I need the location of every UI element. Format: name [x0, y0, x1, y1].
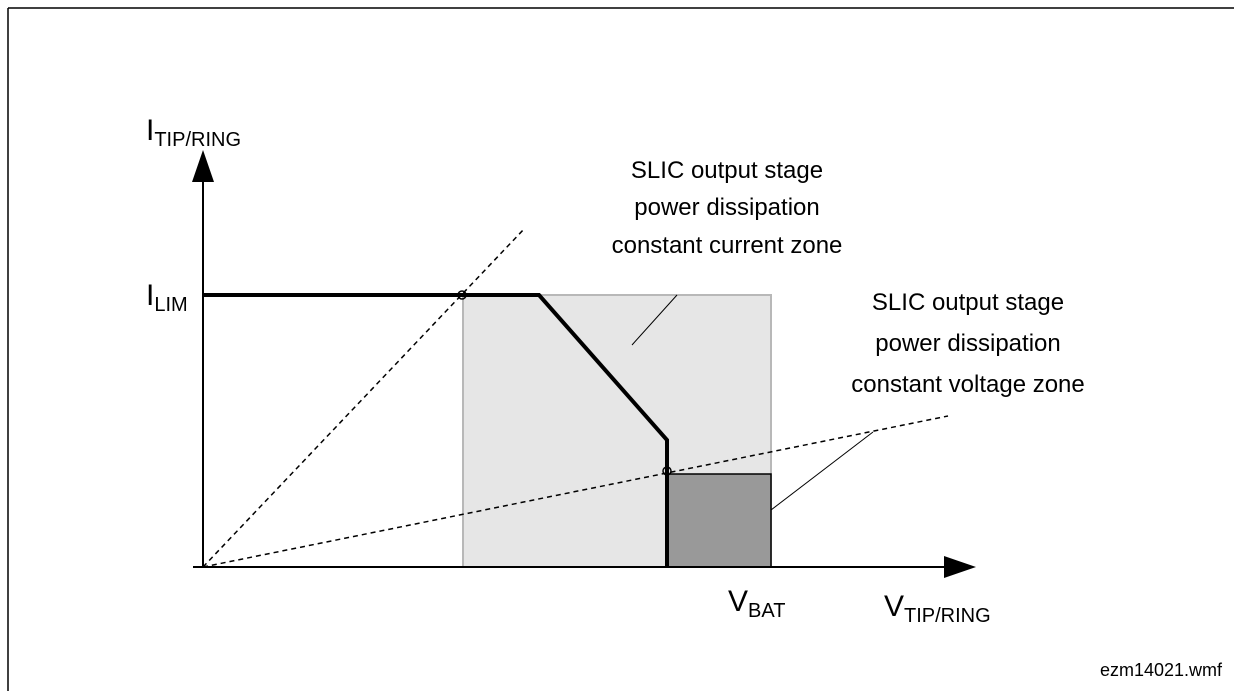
label-sub: TIP/RING: [154, 129, 241, 151]
battery-voltage-label: VBAT: [728, 585, 785, 622]
x-axis-label: VTIP/RING: [884, 590, 991, 627]
label-main: V: [728, 585, 748, 618]
intersection-point: [662, 466, 672, 476]
leader-line: [631, 294, 678, 346]
voltage-zone: [666, 473, 772, 568]
label-sub: BAT: [748, 600, 785, 622]
label-sub: TIP/RING: [904, 605, 991, 627]
current-limit-label: ILIM: [146, 279, 188, 316]
zone-text: constant voltage zone: [851, 371, 1085, 398]
label-main: I: [146, 279, 154, 312]
label-main: I: [146, 114, 154, 147]
zone-text: constant current zone: [612, 232, 843, 259]
zone-text: SLIC output stage: [631, 157, 823, 184]
zone-text: power dissipation: [875, 330, 1060, 357]
file-name: ezm14021.wmf: [1100, 660, 1223, 680]
characteristic-curve: [203, 293, 669, 567]
zone-text: power dissipation: [634, 194, 819, 221]
y-axis-label: ITIP/RING: [146, 114, 241, 151]
load-line-low: [202, 227, 526, 568]
x-axis-arrow: [944, 556, 976, 578]
label-sub: LIM: [154, 294, 187, 316]
zone-text: SLIC output stage: [872, 289, 1064, 316]
load-line-high: [202, 415, 949, 568]
leader-line: [770, 431, 874, 511]
label-main: V: [884, 590, 904, 623]
intersection-point: [457, 290, 467, 300]
y-axis-arrow: [192, 150, 214, 182]
